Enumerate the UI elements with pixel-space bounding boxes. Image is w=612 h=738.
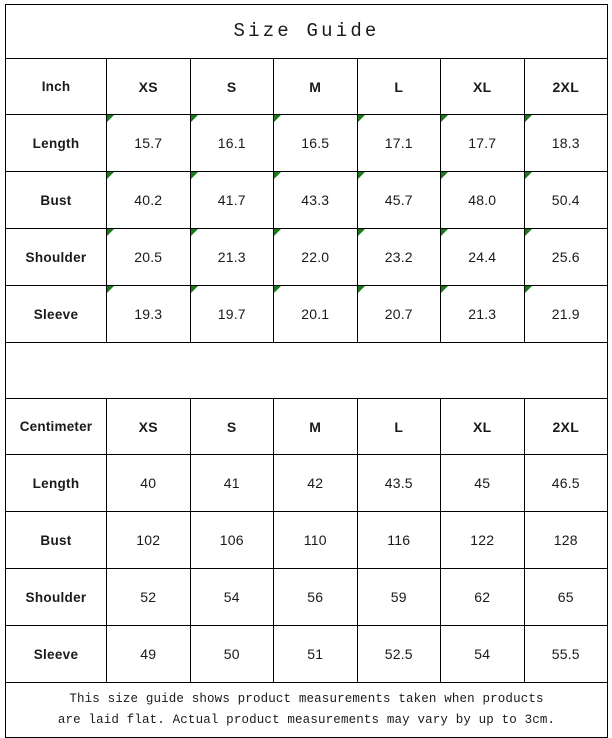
centimeter-header-row: Centimeter XS S M L XL 2XL <box>5 398 609 455</box>
table-row: Shoulder 20.5 21.3 22.0 23.2 24.4 25.6 <box>5 228 609 286</box>
centimeter-bust-xs: 102 <box>106 511 191 569</box>
inch-length-s: 16.1 <box>189 114 274 172</box>
inch-shoulder-xl: 24.4 <box>440 228 525 286</box>
size-guide-body: Size Guide Inch XS S M L XL 2XL Length 1… <box>4 4 609 738</box>
inch-column-header-l: L <box>356 58 441 115</box>
centimeter-column-header-xl: XL <box>440 398 525 455</box>
inch-sleeve-xs: 19.3 <box>106 285 191 343</box>
inch-row-label-shoulder: Shoulder <box>5 228 107 286</box>
centimeter-shoulder-s: 54 <box>189 568 274 626</box>
inch-unit-header: Inch <box>5 58 107 115</box>
centimeter-sleeve-m: 51 <box>273 625 358 683</box>
centimeter-shoulder-m: 56 <box>273 568 358 626</box>
centimeter-length-2xl: 46.5 <box>523 454 609 512</box>
table-row: Bust 102 106 110 116 122 128 <box>5 511 609 569</box>
table-row: Length 15.7 16.1 16.5 17.1 17.7 18.3 <box>5 114 609 172</box>
inch-bust-xs: 40.2 <box>106 171 191 229</box>
centimeter-column-header-m: M <box>273 398 358 455</box>
inch-length-xs: 15.7 <box>106 114 191 172</box>
inch-column-header-xs: XS <box>106 58 191 115</box>
inch-sleeve-s: 19.7 <box>189 285 274 343</box>
centimeter-sleeve-l: 52.5 <box>356 625 441 683</box>
centimeter-bust-xl: 122 <box>440 511 525 569</box>
centimeter-column-header-s: S <box>189 398 274 455</box>
footer-note-cell: This size guide shows product measuremen… <box>4 682 609 738</box>
centimeter-length-s: 41 <box>189 454 274 512</box>
inch-bust-2xl: 50.4 <box>523 171 609 229</box>
centimeter-shoulder-xs: 52 <box>106 568 191 626</box>
inch-bust-l: 45.7 <box>356 171 441 229</box>
table-row: Bust 40.2 41.7 43.3 45.7 48.0 50.4 <box>5 171 609 229</box>
inch-bust-xl: 48.0 <box>440 171 525 229</box>
inch-column-header-xl: XL <box>440 58 525 115</box>
table-row: Shoulder 52 54 56 59 62 65 <box>5 568 609 626</box>
size-guide-table: Size Guide Inch XS S M L XL 2XL Length 1… <box>4 4 609 738</box>
centimeter-shoulder-l: 59 <box>356 568 441 626</box>
centimeter-sleeve-s: 50 <box>189 625 274 683</box>
centimeter-row-label-sleeve: Sleeve <box>5 625 107 683</box>
inch-shoulder-l: 23.2 <box>356 228 441 286</box>
inch-column-header-2xl: 2XL <box>523 58 609 115</box>
table-row: Sleeve 49 50 51 52.5 54 55.5 <box>5 625 609 683</box>
centimeter-length-xl: 45 <box>440 454 525 512</box>
inch-shoulder-xs: 20.5 <box>106 228 191 286</box>
centimeter-bust-l: 116 <box>356 511 441 569</box>
centimeter-bust-m: 110 <box>273 511 358 569</box>
title-row: Size Guide <box>4 4 609 59</box>
page-title: Size Guide <box>233 20 380 42</box>
inch-row-label-length: Length <box>5 114 107 172</box>
centimeter-row-label-bust: Bust <box>5 511 107 569</box>
centimeter-sleeve-xs: 49 <box>106 625 191 683</box>
centimeter-bust-2xl: 128 <box>523 511 609 569</box>
inch-bust-s: 41.7 <box>189 171 274 229</box>
centimeter-shoulder-2xl: 65 <box>523 568 609 626</box>
inch-length-l: 17.1 <box>356 114 441 172</box>
inch-sleeve-m: 20.1 <box>273 285 358 343</box>
centimeter-unit-header: Centimeter <box>5 398 107 455</box>
centimeter-shoulder-xl: 62 <box>440 568 525 626</box>
inch-sleeve-xl: 21.3 <box>440 285 525 343</box>
centimeter-length-xs: 40 <box>106 454 191 512</box>
page-title-cell: Size Guide <box>4 4 609 59</box>
centimeter-column-header-xs: XS <box>106 398 191 455</box>
inch-shoulder-2xl: 25.6 <box>523 228 609 286</box>
centimeter-length-l: 43.5 <box>356 454 441 512</box>
inch-sleeve-l: 20.7 <box>356 285 441 343</box>
centimeter-sleeve-xl: 54 <box>440 625 525 683</box>
inch-shoulder-s: 21.3 <box>189 228 274 286</box>
centimeter-row-label-shoulder: Shoulder <box>5 568 107 626</box>
inch-length-2xl: 18.3 <box>523 114 609 172</box>
inch-header-row: Inch XS S M L XL 2XL <box>5 58 609 115</box>
table-spacer-cell <box>4 342 609 399</box>
table-row: Length 40 41 42 43.5 45 46.5 <box>5 454 609 512</box>
inch-row-label-sleeve: Sleeve <box>5 285 107 343</box>
inch-length-m: 16.5 <box>273 114 358 172</box>
table-row: Sleeve 19.3 19.7 20.1 20.7 21.3 21.9 <box>5 285 609 343</box>
inch-column-header-s: S <box>189 58 274 115</box>
centimeter-sleeve-2xl: 55.5 <box>523 625 609 683</box>
table-spacer-row <box>4 342 609 399</box>
inch-length-xl: 17.7 <box>440 114 525 172</box>
inch-column-header-m: M <box>273 58 358 115</box>
inch-sleeve-2xl: 21.9 <box>523 285 609 343</box>
footer-row: This size guide shows product measuremen… <box>4 682 609 738</box>
centimeter-row-label-length: Length <box>5 454 107 512</box>
footer-note: This size guide shows product measuremen… <box>57 692 556 727</box>
centimeter-column-header-2xl: 2XL <box>523 398 609 455</box>
centimeter-column-header-l: L <box>356 398 441 455</box>
inch-bust-m: 43.3 <box>273 171 358 229</box>
inch-shoulder-m: 22.0 <box>273 228 358 286</box>
centimeter-bust-s: 106 <box>189 511 274 569</box>
inch-row-label-bust: Bust <box>5 171 107 229</box>
centimeter-length-m: 42 <box>273 454 358 512</box>
